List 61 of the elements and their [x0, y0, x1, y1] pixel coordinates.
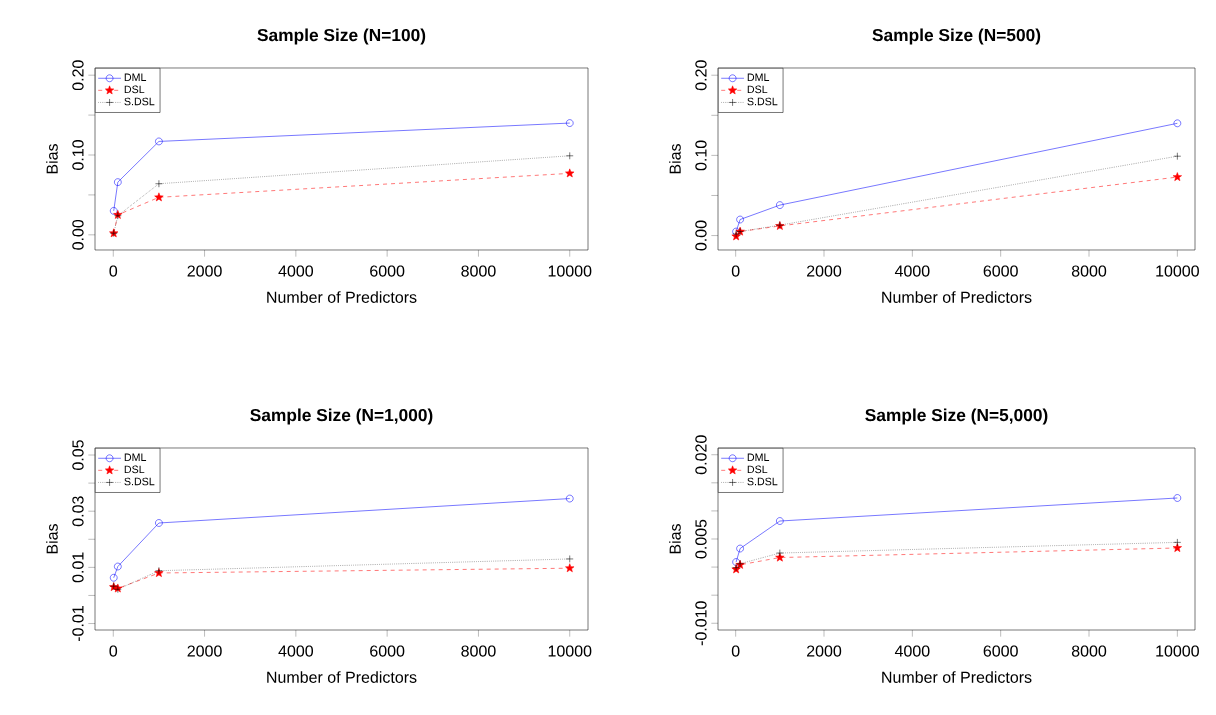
x-axis-title: Number of Predictors: [882, 291, 1032, 303]
legend-label: S.DSL: [124, 97, 155, 106]
legend-label: S.DSL: [747, 97, 778, 106]
y-tick-label: 0.005: [695, 519, 707, 559]
y-tick-label: 0.20: [695, 60, 707, 91]
legend-label: DSL: [124, 465, 145, 474]
x-tick-label: 4000: [278, 265, 314, 277]
y-axis-title: Bias: [46, 144, 58, 174]
chart-title: Sample Size (N=100): [257, 28, 426, 45]
x-tick-label: 4000: [278, 645, 314, 657]
y-tick-label: 0.05: [72, 440, 84, 470]
legend-label: DML: [747, 453, 770, 461]
y-tick-label: 0.00: [72, 219, 84, 250]
x-tick-label: 4000: [894, 645, 930, 657]
x-tick-label: 8000: [1071, 645, 1107, 657]
x-tick-label: 2000: [807, 265, 842, 277]
legend-label: DSL: [747, 85, 768, 94]
x-tick-label: 0: [731, 645, 740, 657]
x-tick-label: 2000: [187, 645, 222, 657]
x-tick-label: 10000: [1156, 265, 1199, 277]
x-tick-label: 6000: [370, 265, 405, 277]
x-tick-label: 2000: [187, 265, 222, 277]
x-tick-label: 8000: [461, 265, 496, 277]
y-tick-label: -0.01: [72, 606, 84, 642]
y-tick-label: 0.20: [72, 60, 84, 91]
legend-label: DML: [124, 73, 147, 81]
x-tick-label: 0: [731, 265, 740, 277]
x-axis-title: Number of Predictors: [267, 671, 417, 683]
y-tick-label: 0.03: [72, 496, 84, 527]
y-axis-title: Bias: [669, 524, 681, 554]
x-tick-label: 8000: [1071, 265, 1107, 277]
x-axis-title: Number of Predictors: [882, 671, 1032, 683]
y-tick-label: 0.00: [695, 220, 707, 251]
x-axis-title: Number of Predictors: [267, 291, 417, 303]
legend-label: DSL: [124, 85, 145, 94]
chart-title: Sample Size (N=500): [872, 28, 1041, 45]
x-tick-label: 6000: [983, 265, 1018, 277]
x-tick-label: 0: [109, 265, 118, 277]
x-tick-label: 10000: [548, 645, 592, 657]
chart-title: Sample Size (N=1,000): [250, 408, 433, 425]
x-tick-label: 6000: [983, 645, 1018, 657]
y-tick-label: 0.020: [695, 435, 707, 475]
legend-label: DML: [747, 73, 770, 81]
x-tick-label: 2000: [807, 645, 842, 657]
chart-title: Sample Size (N=5,000): [865, 408, 1048, 425]
legend-label: S.DSL: [124, 477, 155, 486]
x-tick-label: 6000: [370, 645, 405, 657]
y-axis-title: Bias: [669, 144, 681, 174]
legend-label: S.DSL: [747, 477, 778, 486]
y-axis-title: Bias: [46, 524, 58, 554]
x-tick-label: 4000: [894, 265, 930, 277]
x-tick-label: 10000: [548, 265, 592, 277]
x-tick-label: 8000: [461, 645, 496, 657]
y-tick-label: 0.10: [72, 140, 84, 170]
y-tick-label: 0.10: [695, 140, 707, 171]
y-tick-label: 0.01: [72, 552, 84, 583]
legend-label: DSL: [747, 465, 768, 474]
legend-label: DML: [124, 453, 147, 461]
x-tick-label: 0: [109, 645, 118, 657]
x-tick-label: 10000: [1156, 645, 1199, 657]
y-tick-label: -0.010: [695, 601, 707, 646]
